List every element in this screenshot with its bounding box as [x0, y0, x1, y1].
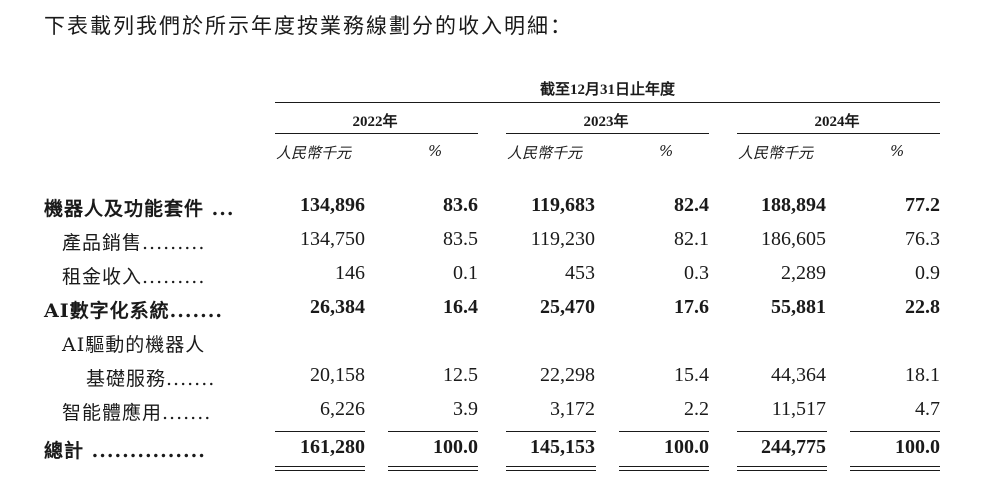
cell-2024-pct: 18.1: [905, 364, 940, 386]
cell-2024-amount: 188,894: [761, 194, 826, 216]
total-double-rule-2024-amount-bottom: [737, 470, 827, 471]
pct-label-2023: %: [659, 142, 674, 160]
subtotal-rule-2022-pct: [388, 431, 478, 432]
cell-2022-amount: 20,158: [310, 364, 365, 386]
cell-2022-pct: 83.6: [443, 194, 478, 216]
year-rule-2023: [506, 133, 709, 134]
total-double-rule-2024-amount-top: [737, 466, 827, 467]
total-double-rule-2023-amount-top: [506, 466, 596, 467]
cell-2023-amount: 453: [565, 262, 595, 284]
cell-2024-amount: 55,881: [771, 296, 826, 318]
period-rule: [275, 102, 940, 103]
cell-2022-amount: 134,750: [300, 228, 365, 250]
total-double-rule-2022-amount-bottom: [275, 470, 365, 471]
subtotal-rule-2024-amount: [737, 431, 827, 432]
cell-2022-pct: 83.5: [443, 228, 478, 250]
year-rule-2024: [737, 133, 940, 134]
total-double-rule-2022-pct-top: [388, 466, 478, 467]
cell-2022-pct: 100.0: [433, 436, 478, 458]
cell-2023-pct: 100.0: [664, 436, 709, 458]
subtotal-rule-2023-pct: [619, 431, 709, 432]
pct-label-2022: %: [428, 142, 443, 160]
row-label: AI驅動的機器人: [62, 334, 206, 356]
cell-2024-pct: 77.2: [905, 194, 940, 216]
cell-2023-amount: 119,683: [531, 194, 595, 216]
cell-2023-pct: 15.4: [674, 364, 709, 386]
subtotal-rule-2023-amount: [506, 431, 596, 432]
cell-2022-amount: 6,226: [320, 398, 365, 420]
year-header-2024: 2024年: [814, 114, 860, 130]
table-row: 機器人及功能套件 ... 134,896 83.6 119,683 82.4 1…: [0, 194, 985, 228]
cell-2023-amount: 119,230: [530, 228, 595, 250]
cell-2023-pct: 82.1: [674, 228, 709, 250]
total-double-rule-2023-pct-top: [619, 466, 709, 467]
cell-2023-amount: 3,172: [550, 398, 595, 420]
cell-2024-pct: 0.9: [915, 262, 940, 284]
subtotal-rule-2024-pct: [850, 431, 940, 432]
cell-2024-amount: 244,775: [761, 436, 826, 458]
cell-2022-amount: 134,896: [300, 194, 365, 216]
row-label: 總計 ...............: [44, 440, 206, 462]
total-double-rule-2023-amount-bottom: [506, 470, 596, 471]
cell-2023-pct: 82.4: [674, 194, 709, 216]
cell-2024-pct: 76.3: [905, 228, 940, 250]
cell-2024-amount: 44,364: [771, 364, 826, 386]
total-double-rule-2022-amount-top: [275, 466, 365, 467]
table-row-total: 總計 ............... 161,280 100.0 145,153…: [0, 436, 985, 470]
cell-2022-amount: 26,384: [310, 296, 365, 318]
cell-2022-pct: 12.5: [443, 364, 478, 386]
table-row: 租金收入......... 146 0.1 453 0.3 2,289 0.9: [0, 262, 985, 296]
cell-2023-amount: 25,470: [540, 296, 595, 318]
cell-2024-amount: 11,517: [771, 398, 826, 420]
total-double-rule-2022-pct-bottom: [388, 470, 478, 471]
cell-2022-pct: 16.4: [443, 296, 478, 318]
table-row: AI數字化系統....... 26,384 16.4 25,470 17.6 5…: [0, 296, 985, 330]
table-row: 智能體應用....... 6,226 3.9 3,172 2.2 11,517 …: [0, 398, 985, 432]
cell-2024-pct: 4.7: [915, 398, 940, 420]
row-label: AI數字化系統.......: [44, 300, 223, 322]
row-label: 基礎服務.......: [86, 368, 216, 390]
pct-label-2024: %: [890, 142, 905, 160]
cell-2024-amount: 186,605: [761, 228, 826, 250]
total-double-rule-2024-pct-top: [850, 466, 940, 467]
year-header-2023: 2023年: [583, 114, 629, 130]
year-rule-2022: [275, 133, 478, 134]
cell-2023-amount: 145,153: [530, 436, 595, 458]
row-label: 產品銷售.........: [62, 232, 206, 254]
intro-text: 下表載列我們於所示年度按業務線劃分的收入明細：: [44, 14, 573, 38]
year-header-2022: 2022年: [352, 114, 398, 130]
cell-2024-amount: 2,289: [781, 262, 826, 284]
unit-label-2023: 人民幣千元: [507, 144, 583, 162]
total-double-rule-2023-pct-bottom: [619, 470, 709, 471]
cell-2023-pct: 0.3: [684, 262, 709, 284]
period-header: 截至12月31日止年度: [539, 82, 675, 98]
row-label: 智能體應用.......: [62, 402, 212, 424]
cell-2022-pct: 0.1: [453, 262, 478, 284]
unit-label-2024: 人民幣千元: [738, 144, 814, 162]
table-row: AI驅動的機器人: [0, 330, 985, 364]
table-row: 產品銷售......... 134,750 83.5 119,230 82.1 …: [0, 228, 985, 262]
cell-2022-amount: 161,280: [300, 436, 365, 458]
cell-2022-amount: 146: [335, 262, 365, 284]
cell-2023-pct: 17.6: [674, 296, 709, 318]
table-row: 基礎服務....... 20,158 12.5 22,298 15.4 44,3…: [0, 364, 985, 398]
total-double-rule-2024-pct-bottom: [850, 470, 940, 471]
subtotal-rule-2022-amount: [275, 431, 365, 432]
cell-2024-pct: 22.8: [905, 296, 940, 318]
cell-2022-pct: 3.9: [453, 398, 478, 420]
row-label: 機器人及功能套件 ...: [44, 198, 235, 220]
row-label: 租金收入.........: [62, 266, 206, 288]
cell-2023-pct: 2.2: [684, 398, 709, 420]
cell-2023-amount: 22,298: [540, 364, 595, 386]
unit-label-2022: 人民幣千元: [276, 144, 352, 162]
cell-2024-pct: 100.0: [895, 436, 940, 458]
